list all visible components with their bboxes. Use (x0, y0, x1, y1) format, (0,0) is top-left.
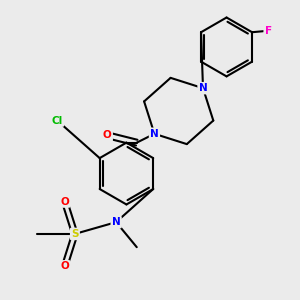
Text: F: F (265, 26, 272, 36)
Text: N: N (112, 217, 121, 227)
Text: O: O (60, 196, 69, 206)
Text: O: O (60, 261, 69, 271)
Text: S: S (71, 229, 79, 239)
Text: Cl: Cl (52, 116, 63, 126)
Text: O: O (103, 130, 112, 140)
Text: N: N (199, 83, 207, 93)
Text: N: N (150, 129, 159, 139)
